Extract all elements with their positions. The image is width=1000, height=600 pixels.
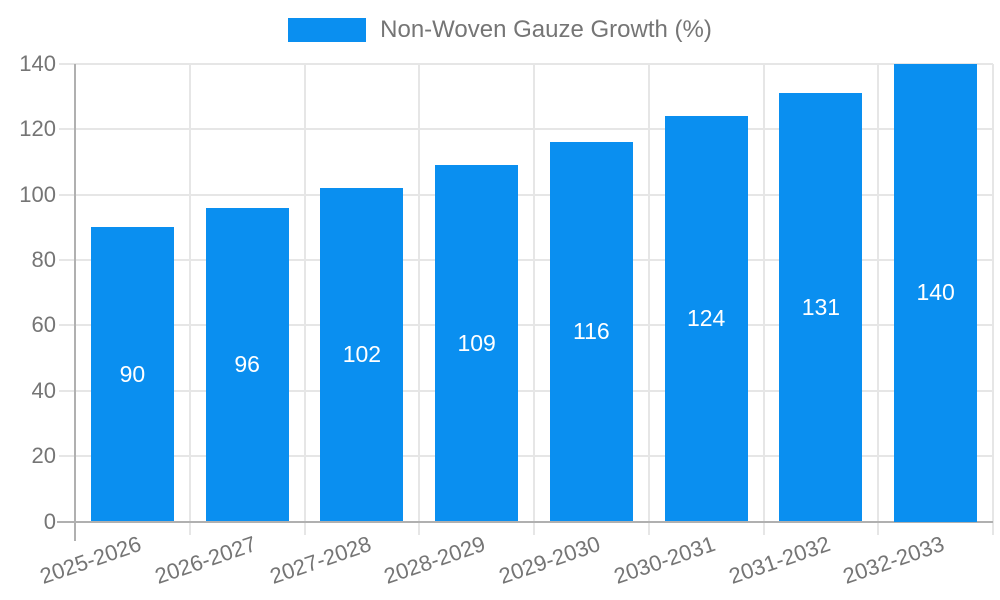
bar-2031-2032: 131: [779, 93, 863, 522]
bar-2029-2030: 116: [549, 142, 633, 522]
bar-2032-2033: 140: [894, 64, 978, 522]
gridline-vertical: [647, 64, 650, 535]
bar-value-label: 140: [916, 279, 955, 306]
gridline-vertical: [303, 64, 306, 535]
gridline-horizontal: [59, 389, 993, 392]
bar-2025-2026: 90: [90, 227, 174, 522]
gridline-vertical: [877, 64, 880, 535]
x-axis-tick-label: 2028-2029: [381, 531, 489, 589]
bar-2027-2028: 102: [320, 188, 404, 522]
gridline-horizontal: [59, 128, 993, 131]
bar-value-label: 90: [119, 360, 146, 387]
x-axis-tick-label: 2031-2032: [725, 531, 834, 589]
y-axis-tick-label: 40: [31, 377, 56, 403]
gridline-vertical: [418, 64, 421, 535]
bar-value-label: 131: [801, 293, 841, 320]
gridline-horizontal: [59, 63, 993, 65]
gridline-vertical: [992, 64, 994, 535]
x-axis-tick-label: 2025-2026: [36, 531, 145, 589]
legend-swatch: [288, 18, 367, 42]
y-axis-tick-label: 80: [31, 247, 56, 273]
bar-2028-2029: 109: [435, 165, 519, 522]
bar-value-label: 109: [457, 329, 496, 356]
gridline-vertical: [533, 64, 535, 535]
bar-value-label: 116: [573, 318, 610, 345]
legend[interactable]: Non-Woven Gauze Growth (%): [0, 16, 1000, 44]
gridline-horizontal: [59, 193, 993, 196]
bar-value-label: 102: [342, 341, 382, 368]
y-axis-tick-label: 0: [43, 508, 56, 534]
y-axis-tick-label: 60: [31, 312, 56, 338]
bar-2026-2027: 96: [205, 207, 289, 522]
gridline-horizontal: [59, 259, 993, 262]
y-axis-tick-label: 120: [19, 116, 56, 142]
x-axis-tick-label: 2030-2031: [610, 531, 719, 589]
y-axis-line: [74, 64, 76, 541]
x-axis-tick-label: 2029-2030: [495, 531, 604, 589]
bar-value-label: 124: [686, 305, 726, 332]
x-axis-tick-label: 2032-2033: [840, 531, 948, 589]
gridline-vertical: [188, 64, 191, 535]
bar-2030-2031: 124: [664, 116, 748, 522]
x-axis-tick-label: 2026-2027: [151, 531, 260, 589]
gridline-vertical: [762, 64, 765, 535]
y-axis-tick-label: 20: [31, 443, 56, 469]
y-axis-tick-label: 100: [19, 181, 56, 207]
y-axis-tick-label: 140: [19, 51, 56, 76]
bar-value-label: 96: [234, 351, 260, 378]
gridline-horizontal: [59, 324, 993, 327]
x-axis-line: [57, 520, 993, 523]
x-axis-tick-label: 2027-2028: [266, 531, 375, 589]
legend-label: Non-Woven Gauze Growth (%): [380, 16, 712, 43]
gridline-horizontal: [59, 455, 993, 458]
